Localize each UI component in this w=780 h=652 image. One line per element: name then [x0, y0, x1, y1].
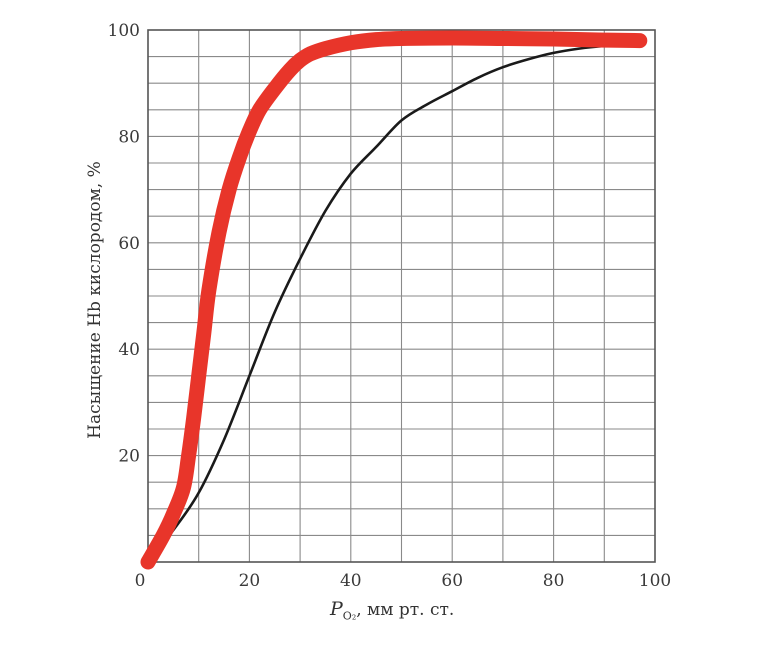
plot-frame	[147, 29, 656, 563]
red-dissociation-curve	[140, 30, 648, 570]
y-axis-title: Насыщение Hb кислородом, %	[85, 161, 105, 439]
black-dissociation-curve	[146, 42, 647, 564]
series-layer	[140, 30, 648, 570]
y-tick-label: 100	[108, 21, 140, 41]
y-tick-label: 60	[118, 234, 140, 254]
x-tick-label: 20	[239, 571, 261, 591]
x-tick-label: 100	[639, 571, 671, 591]
x-tick-label: 60	[441, 571, 463, 591]
y-tick-label: 40	[118, 340, 140, 360]
x-axis-units: , мм рт. ст.	[356, 600, 455, 620]
x-tick-label: 40	[340, 571, 362, 591]
x-axis-title: PO₂, мм рт. ст.	[330, 598, 454, 622]
y-tick-label: 80	[118, 127, 140, 147]
x-tick-label: 80	[543, 571, 565, 591]
y-tick-label: 20	[118, 447, 140, 467]
x-axis-subscript: O₂	[342, 609, 357, 623]
y-axis-ticks: 20 40 60 80 100	[108, 21, 140, 467]
grid	[148, 30, 655, 562]
x-axis-symbol: P	[330, 598, 343, 620]
x-tick-label: 0	[135, 571, 146, 591]
x-axis-ticks: 0 20 40 60 80 100	[135, 571, 672, 591]
